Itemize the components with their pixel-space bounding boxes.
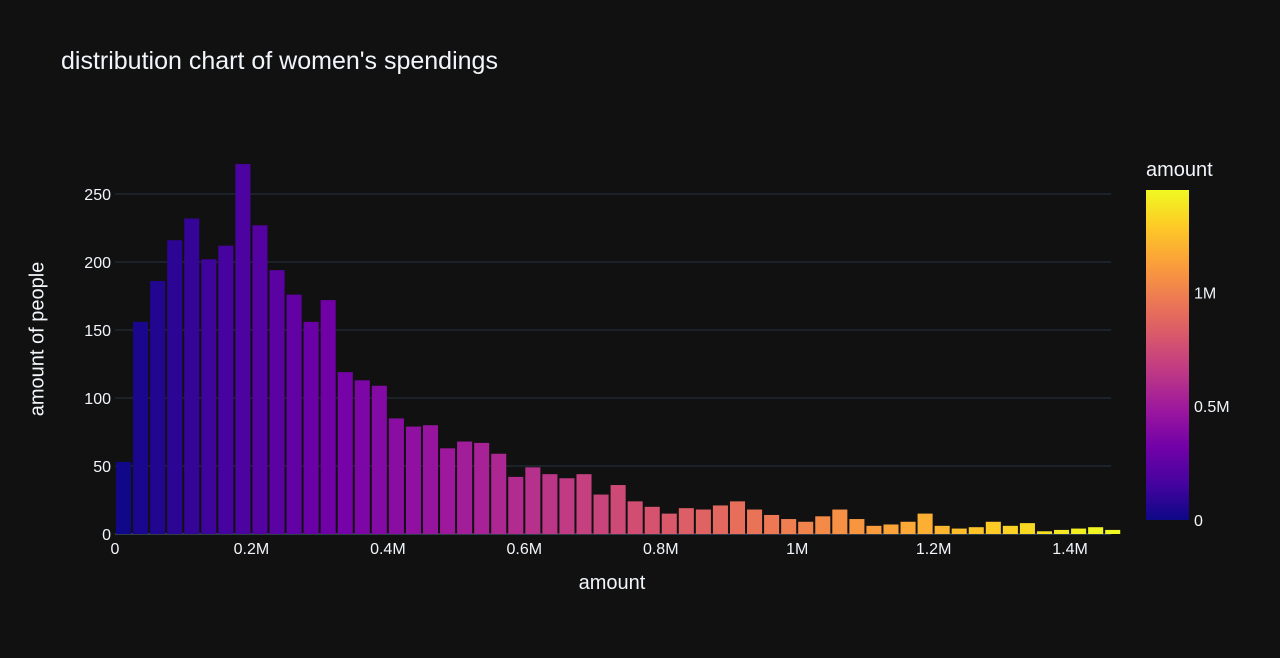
- histogram-bar[interactable]: [167, 240, 183, 535]
- histogram-bar[interactable]: [150, 281, 166, 534]
- histogram-bar[interactable]: [286, 294, 302, 534]
- histogram-bar[interactable]: [422, 425, 439, 534]
- y-tick-label: 150: [84, 323, 111, 340]
- histogram-bar[interactable]: [985, 521, 1001, 534]
- histogram-bar[interactable]: [116, 461, 132, 534]
- y-tick-label: 100: [84, 391, 111, 408]
- histogram-bar[interactable]: [1002, 525, 1018, 534]
- histogram-bar[interactable]: [1088, 527, 1104, 534]
- histogram-bar[interactable]: [320, 300, 336, 534]
- x-tick-label: 1.2M: [916, 541, 952, 558]
- histogram-bar[interactable]: [508, 476, 524, 534]
- histogram-bar[interactable]: [1036, 531, 1053, 534]
- histogram-bar[interactable]: [201, 259, 217, 534]
- histogram-bar[interactable]: [269, 270, 285, 534]
- x-tick-label: 0.4M: [370, 541, 406, 558]
- histogram-bar[interactable]: [388, 418, 404, 534]
- histogram-bar[interactable]: [525, 467, 541, 534]
- y-tick-label: 250: [84, 187, 111, 204]
- histogram-bar[interactable]: [252, 225, 268, 534]
- histogram-bar[interactable]: [371, 385, 387, 534]
- x-tick-label: 1M: [786, 541, 808, 558]
- histogram-bar[interactable]: [695, 509, 711, 534]
- histogram-bar[interactable]: [1105, 529, 1121, 534]
- histogram-bar[interactable]: [849, 519, 865, 534]
- histogram-bar[interactable]: [405, 426, 421, 534]
- histogram-bar[interactable]: [934, 525, 950, 534]
- chart-title: distribution chart of women's spendings: [61, 47, 498, 75]
- colorbar-tick-label: 0: [1194, 513, 1203, 530]
- x-tick-labels: 0 0.2M 0.4M 0.6M 0.8M 1M 1.2M 1.4M: [111, 541, 1088, 558]
- histogram-bar[interactable]: [781, 519, 797, 534]
- histogram-bar[interactable]: [491, 453, 507, 534]
- y-tick-labels: 0 50 100 150 200 250: [84, 187, 111, 544]
- histogram-bar[interactable]: [474, 442, 490, 534]
- x-tick-label: 0.2M: [234, 541, 270, 558]
- histogram-bar[interactable]: [542, 474, 558, 534]
- histogram-bar[interactable]: [968, 527, 984, 534]
- x-axis-title: amount: [578, 572, 646, 594]
- y-tick-label: 50: [93, 459, 111, 476]
- histogram-bar[interactable]: [917, 513, 933, 534]
- histogram-bar[interactable]: [593, 494, 609, 534]
- histogram-bar[interactable]: [627, 501, 643, 534]
- histogram-bar[interactable]: [815, 516, 831, 534]
- x-tick-label: 0: [111, 541, 120, 558]
- histogram-bar[interactable]: [1071, 528, 1087, 534]
- histogram-bar[interactable]: [678, 508, 694, 534]
- histogram-bar[interactable]: [729, 501, 746, 534]
- colorbar-gradient: [1146, 190, 1189, 520]
- histogram-bar[interactable]: [235, 164, 251, 534]
- colorbar-title: amount: [1146, 159, 1213, 181]
- histogram-bar[interactable]: [712, 505, 728, 534]
- histogram-bar[interactable]: [218, 245, 234, 534]
- colorbar: 0 0.5M 1M: [1146, 190, 1230, 530]
- histogram-bar[interactable]: [457, 441, 473, 534]
- histogram-bar[interactable]: [644, 506, 660, 534]
- histogram-bar[interactable]: [1054, 529, 1070, 534]
- histogram-bar[interactable]: [883, 524, 899, 534]
- histogram-bar[interactable]: [1019, 523, 1035, 534]
- histogram-bar[interactable]: [440, 448, 456, 534]
- colorbar-tick-label: 1M: [1194, 285, 1216, 302]
- histogram-bar[interactable]: [133, 321, 149, 534]
- histogram-bar[interactable]: [798, 521, 814, 534]
- histogram-bar[interactable]: [661, 513, 677, 534]
- bars: [116, 164, 1121, 535]
- histogram-bar[interactable]: [184, 218, 200, 535]
- histogram-bar[interactable]: [951, 528, 967, 534]
- histogram-bar[interactable]: [747, 509, 763, 534]
- x-tick-label: 0.6M: [507, 541, 543, 558]
- y-tick-label: 0: [102, 527, 111, 544]
- histogram-bar[interactable]: [303, 321, 319, 534]
- x-tick-label: 1.4M: [1052, 541, 1088, 558]
- x-tick-label: 0.8M: [643, 541, 679, 558]
- histogram-bar[interactable]: [900, 521, 916, 534]
- histogram-bar[interactable]: [610, 485, 626, 534]
- histogram-bar[interactable]: [337, 372, 353, 534]
- histogram-bar[interactable]: [764, 514, 780, 534]
- colorbar-tick-label: 0.5M: [1194, 399, 1230, 416]
- y-axis-title: amount of people: [26, 261, 49, 417]
- histogram-bar[interactable]: [354, 380, 370, 534]
- histogram-bar[interactable]: [866, 525, 882, 534]
- histogram-bar[interactable]: [576, 474, 592, 534]
- histogram-bar[interactable]: [832, 509, 848, 534]
- y-tick-label: 200: [84, 255, 111, 272]
- histogram-bar[interactable]: [559, 478, 575, 534]
